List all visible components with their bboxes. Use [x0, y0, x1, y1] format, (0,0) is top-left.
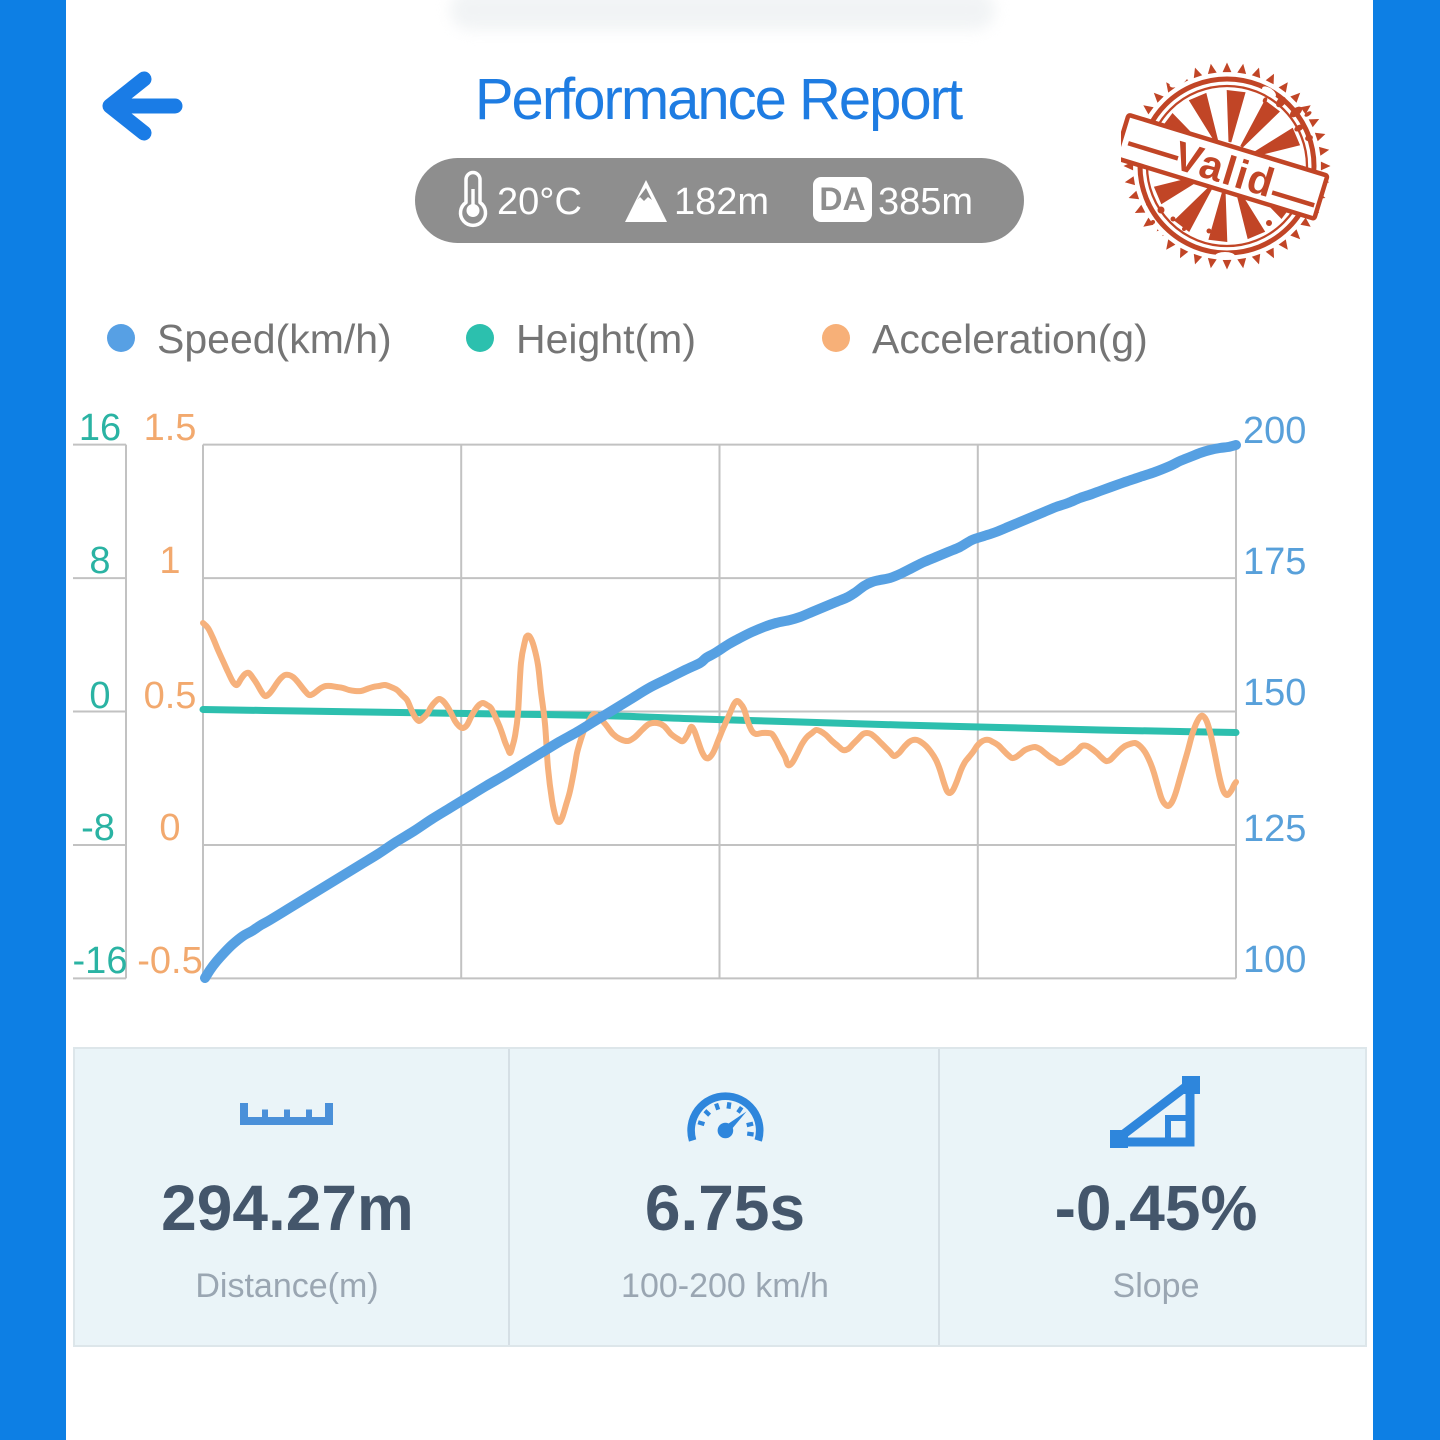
svg-text:8: 8	[89, 540, 110, 582]
svg-text:1: 1	[159, 540, 180, 582]
svg-text:0: 0	[89, 675, 110, 717]
svg-text:0.5: 0.5	[144, 675, 197, 717]
svg-text:16: 16	[79, 407, 121, 449]
svg-text:125: 125	[1243, 808, 1306, 850]
svg-text:-0.5: -0.5	[137, 940, 202, 982]
svg-text:-8: -8	[81, 807, 115, 849]
svg-text:175: 175	[1243, 541, 1306, 583]
svg-text:100: 100	[1243, 939, 1306, 981]
svg-text:150: 150	[1243, 672, 1306, 714]
svg-text:-16: -16	[73, 940, 128, 982]
svg-text:0: 0	[159, 807, 180, 849]
svg-text:200: 200	[1243, 410, 1306, 452]
svg-text:1.5: 1.5	[144, 407, 197, 449]
